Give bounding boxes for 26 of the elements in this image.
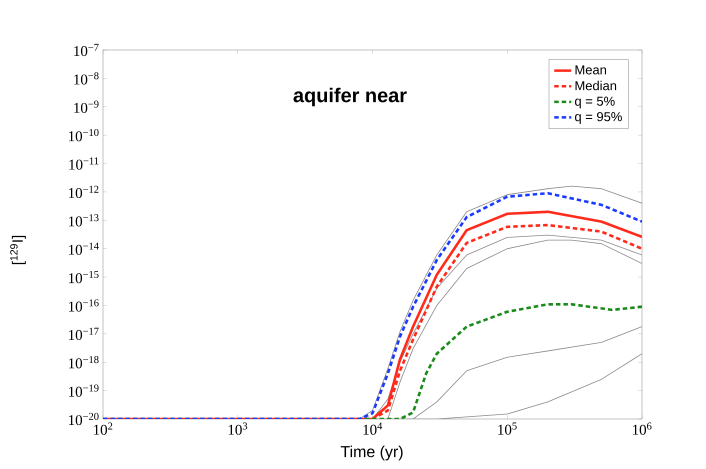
y-tick-label: 10$^{−14}$	[68, 242, 99, 255]
y-tick-label: 10$^{−13}$	[68, 214, 99, 226]
y-tick-label: 10$^{−8}$	[74, 72, 99, 85]
y-tick-label: 10$^{−17}$	[68, 328, 99, 340]
legend-label: q = 95%	[575, 112, 622, 124]
y-tick-label: 10$^{−20}$	[68, 412, 99, 426]
legend-label: Mean	[576, 65, 606, 74]
x-tick-label: 10$^{4}$	[363, 422, 382, 435]
x-tick-label: 10$^{2}$	[94, 422, 112, 435]
y-tick-label: 10$^{−18}$	[68, 356, 99, 368]
y-tick-label: 10$^{−16}$	[68, 299, 99, 312]
legend-label: Median	[576, 80, 616, 90]
annotation: aquifer near	[294, 88, 407, 106]
y-tick-label: 10$^{−19}$	[68, 384, 99, 397]
legend-label: q = 5%	[575, 96, 615, 108]
y-tick-label: 10$^{−7}$	[74, 44, 99, 56]
y-tick-label: 10$^{−9}$	[74, 100, 99, 113]
y-axis-title: [$^{129}$I]	[10, 236, 26, 264]
y-tick-label: 10$^{−15}$	[68, 270, 99, 284]
x-tick-label: 10$^{6}$	[632, 422, 652, 435]
x-tick-label: 10$^{3}$	[228, 422, 248, 435]
x-axis-title: Time (yr)	[340, 446, 403, 460]
x-tick-label: 10$^{5}$	[498, 422, 517, 435]
y-tick-label: 10$^{−12}$	[68, 186, 98, 198]
y-tick-label: 10$^{−11}$	[69, 157, 98, 170]
y-tick-label: 10$^{−10}$	[68, 129, 99, 142]
